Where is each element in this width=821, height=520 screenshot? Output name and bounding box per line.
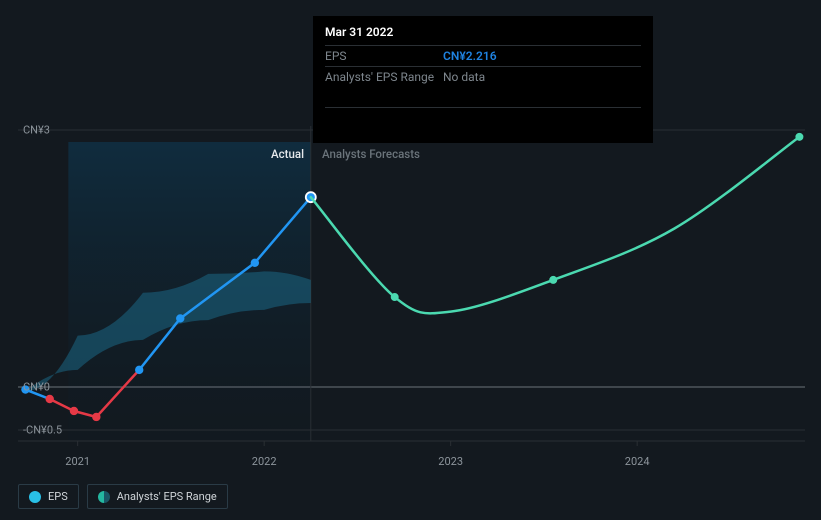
tooltip-date: Mar 31 2022 <box>325 25 641 39</box>
eps-point[interactable] <box>46 395 54 403</box>
legend: EPS Analysts' EPS Range <box>18 484 228 509</box>
legend-label: EPS <box>48 490 68 503</box>
x-tick-label: 2024 <box>625 455 650 468</box>
eps-point[interactable] <box>92 413 100 421</box>
tooltip-row: Analysts' EPS RangeNo data <box>325 66 641 87</box>
tooltip-row-key: Analysts' EPS Range <box>325 70 443 84</box>
tooltip-footer-rule <box>325 107 641 131</box>
forecast-point[interactable] <box>795 133 803 141</box>
eps-point[interactable] <box>135 366 143 374</box>
legend-item[interactable]: EPS <box>18 484 79 509</box>
x-tick-label: 2022 <box>252 455 277 468</box>
tooltip-row: EPSCN¥2.216 <box>325 45 641 66</box>
y-tick-label: CN¥3 <box>23 124 50 137</box>
eps-point[interactable] <box>70 407 78 415</box>
eps-chart: Mar 31 2022 EPSCN¥2.216Analysts' EPS Ran… <box>0 0 821 520</box>
forecast-point[interactable] <box>549 276 557 284</box>
legend-item[interactable]: Analysts' EPS Range <box>87 484 228 509</box>
x-tick-label: 2021 <box>65 455 90 468</box>
legend-swatch-icon <box>98 491 110 503</box>
forecast-line <box>311 137 800 313</box>
y-tick-label: -CN¥0.5 <box>23 424 62 437</box>
tooltip-row-value: No data <box>443 70 485 84</box>
hover-tooltip: Mar 31 2022 EPSCN¥2.216Analysts' EPS Ran… <box>313 16 653 143</box>
x-tick-label: 2023 <box>438 455 463 468</box>
y-tick-label: CN¥0 <box>23 381 50 394</box>
forecast-point[interactable] <box>391 293 399 301</box>
tooltip-row-key: EPS <box>325 49 443 63</box>
section-label-forecast: Analysts Forecasts <box>322 147 420 161</box>
legend-label: Analysts' EPS Range <box>117 490 217 503</box>
eps-point[interactable] <box>176 314 184 322</box>
legend-swatch-icon <box>29 491 41 503</box>
tooltip-row-value: CN¥2.216 <box>443 49 497 63</box>
section-label-actual: Actual <box>264 147 304 161</box>
eps-point[interactable] <box>251 259 259 267</box>
